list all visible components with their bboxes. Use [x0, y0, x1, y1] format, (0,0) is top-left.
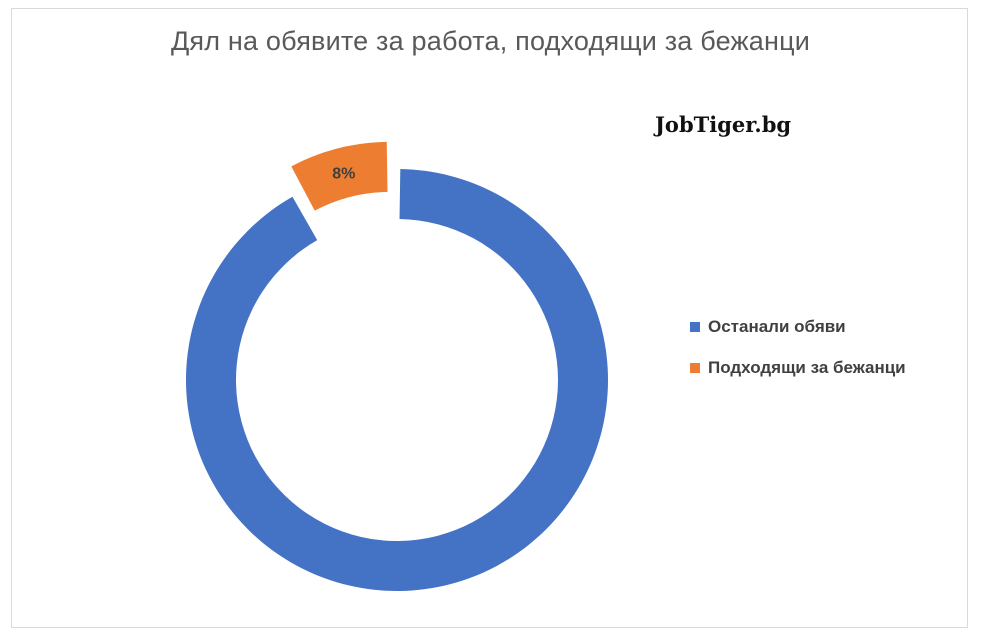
- legend: Останали обяви Подходящи за бежанци: [690, 316, 906, 398]
- legend-item-refugee-suitable: Подходящи за бежанци: [690, 357, 906, 378]
- chart-title: Дял на обявите за работа, подходящи за б…: [170, 26, 811, 56]
- legend-swatch-refugee-suitable: [690, 362, 700, 373]
- brand-logo-text: JobTiger.bg: [655, 112, 792, 137]
- legend-item-remaining: Останали обяви: [690, 316, 906, 337]
- legend-label-refugee-suitable: Подходящи за бежанци: [708, 357, 906, 377]
- legend-swatch-remaining: [690, 321, 700, 332]
- data-label-refugee-suitable: 8%: [332, 166, 355, 183]
- legend-label-remaining: Останали обяви: [708, 316, 846, 336]
- slice-remaining: [185, 169, 608, 591]
- slice-refugee-suitable: [291, 141, 388, 211]
